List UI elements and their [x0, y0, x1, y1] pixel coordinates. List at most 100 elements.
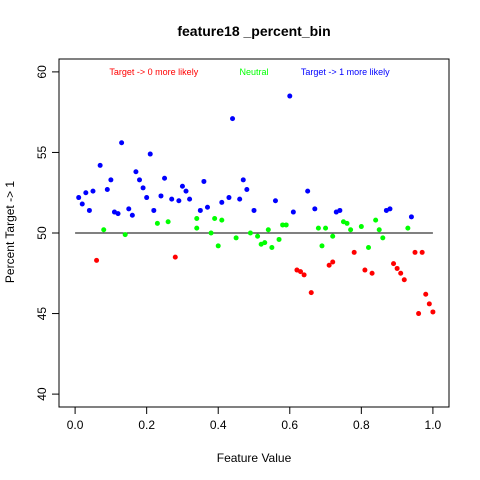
- points-group: [76, 93, 436, 317]
- data-point: [380, 235, 386, 241]
- data-point: [230, 116, 236, 122]
- x-axis: 0.0 0.2 0.4 0.6 0.8 1.0: [67, 406, 442, 432]
- data-point: [140, 185, 146, 191]
- data-point: [147, 151, 153, 157]
- data-point: [129, 212, 135, 218]
- data-point: [362, 267, 368, 273]
- data-point: [194, 225, 200, 231]
- annotation-label: Neutral: [239, 67, 268, 77]
- data-point: [405, 225, 411, 231]
- data-point: [108, 177, 114, 183]
- annotations-group: Target -> 0 more likely Neutral Target -> …: [109, 67, 390, 77]
- data-point: [337, 207, 343, 213]
- x-tick-label: 0.6: [281, 418, 298, 432]
- annotation-label: Target -> 0 more likely: [109, 67, 198, 77]
- data-point: [219, 199, 225, 205]
- data-point: [290, 209, 296, 215]
- data-point: [276, 236, 282, 242]
- data-point: [315, 225, 321, 231]
- data-point: [154, 220, 160, 226]
- data-point: [373, 217, 379, 223]
- annotation-label: Target -> 1 more likely: [301, 67, 390, 77]
- data-point: [323, 225, 329, 231]
- data-point: [369, 270, 375, 276]
- data-point: [151, 207, 157, 213]
- data-point: [308, 290, 314, 296]
- x-tick-label: 0.4: [210, 418, 227, 432]
- chart-title: feature18 _percent_bin: [177, 23, 330, 39]
- data-point: [208, 230, 214, 236]
- data-point: [101, 227, 107, 233]
- data-point: [255, 233, 261, 239]
- data-point: [237, 196, 243, 202]
- x-tick-label: 0.2: [138, 418, 155, 432]
- data-point: [83, 190, 89, 196]
- data-point: [133, 169, 139, 175]
- data-point: [176, 198, 182, 204]
- data-point: [269, 245, 275, 250]
- data-point: [351, 249, 357, 255]
- y-tick-label: 45: [35, 307, 49, 321]
- data-point: [408, 214, 414, 220]
- data-point: [419, 249, 425, 255]
- data-point: [280, 222, 286, 228]
- data-point: [412, 249, 418, 255]
- data-point: [305, 188, 311, 194]
- data-point: [90, 188, 96, 194]
- data-point: [137, 177, 143, 183]
- data-point: [298, 269, 304, 275]
- data-point: [165, 219, 171, 225]
- data-point: [233, 235, 239, 241]
- data-point: [104, 187, 110, 192]
- data-point: [197, 207, 203, 213]
- data-point: [219, 217, 225, 223]
- y-axis-label: Percent Target -> 1: [3, 181, 17, 283]
- data-point: [365, 245, 371, 250]
- data-point: [86, 207, 92, 213]
- data-point: [287, 93, 293, 99]
- x-tick-label: 0.8: [353, 418, 370, 432]
- data-point: [187, 196, 193, 202]
- data-point: [319, 243, 325, 249]
- data-point: [194, 216, 200, 221]
- data-point: [312, 206, 318, 212]
- data-point: [240, 177, 246, 183]
- data-point: [326, 262, 332, 268]
- data-point: [122, 232, 128, 238]
- data-point: [430, 309, 436, 315]
- data-point: [79, 201, 85, 207]
- data-point: [416, 311, 422, 317]
- data-point: [262, 240, 268, 246]
- y-tick-label: 40: [35, 387, 49, 401]
- x-axis-label: Feature Value: [217, 451, 292, 465]
- data-point: [394, 265, 400, 271]
- x-tick-label: 1.0: [425, 418, 442, 432]
- y-tick-label: 55: [35, 145, 49, 159]
- data-point: [183, 188, 189, 194]
- data-point: [169, 196, 175, 202]
- data-point: [301, 272, 307, 278]
- data-point: [144, 195, 150, 201]
- data-point: [244, 187, 250, 192]
- x-tick-label: 0.0: [67, 418, 84, 432]
- data-point: [387, 206, 393, 212]
- data-point: [401, 277, 407, 283]
- data-point: [344, 220, 350, 226]
- data-point: [97, 162, 103, 168]
- data-point: [179, 183, 185, 189]
- data-point: [251, 207, 257, 213]
- data-point: [158, 193, 164, 199]
- data-point: [423, 291, 429, 297]
- data-point: [358, 224, 364, 230]
- data-point: [391, 261, 397, 267]
- data-point: [204, 204, 210, 210]
- data-point: [348, 227, 354, 233]
- data-point: [376, 227, 382, 233]
- data-point: [162, 175, 168, 181]
- data-point: [215, 243, 221, 249]
- data-point: [283, 222, 289, 228]
- data-point: [330, 233, 336, 239]
- data-point: [330, 259, 336, 265]
- y-tick-label: 60: [35, 65, 49, 79]
